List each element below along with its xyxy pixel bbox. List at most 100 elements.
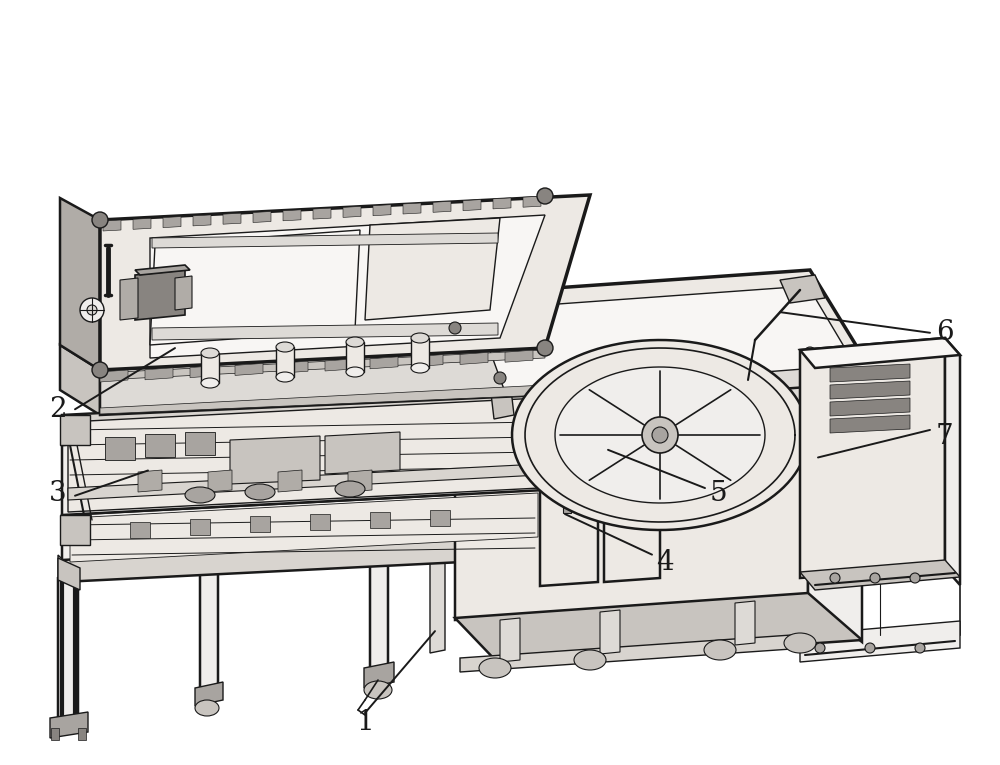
Polygon shape [150, 215, 545, 358]
Polygon shape [62, 390, 545, 445]
Ellipse shape [276, 342, 294, 352]
Ellipse shape [346, 337, 364, 347]
Polygon shape [523, 196, 541, 207]
Polygon shape [800, 560, 960, 590]
Polygon shape [463, 200, 481, 210]
Polygon shape [130, 522, 150, 538]
Polygon shape [365, 218, 500, 320]
Polygon shape [403, 203, 421, 214]
Polygon shape [830, 398, 910, 416]
Polygon shape [313, 208, 331, 219]
Polygon shape [70, 493, 538, 562]
Ellipse shape [411, 333, 429, 343]
Polygon shape [223, 213, 241, 224]
Circle shape [915, 643, 925, 653]
Circle shape [865, 643, 875, 653]
Ellipse shape [411, 363, 429, 373]
Circle shape [811, 386, 821, 396]
Polygon shape [346, 342, 364, 372]
Polygon shape [195, 682, 223, 706]
Polygon shape [600, 610, 620, 654]
Polygon shape [78, 728, 86, 740]
Ellipse shape [574, 650, 606, 670]
Polygon shape [100, 195, 590, 370]
Polygon shape [200, 566, 218, 692]
Polygon shape [490, 381, 514, 419]
Polygon shape [433, 201, 451, 213]
Text: 7: 7 [936, 422, 954, 450]
Circle shape [92, 212, 108, 228]
Polygon shape [62, 490, 543, 565]
Polygon shape [325, 359, 353, 371]
Polygon shape [505, 350, 533, 362]
Polygon shape [145, 368, 173, 379]
Polygon shape [152, 233, 498, 248]
Circle shape [494, 372, 506, 384]
Circle shape [910, 573, 920, 583]
Circle shape [815, 643, 825, 653]
Polygon shape [283, 210, 301, 221]
Polygon shape [830, 381, 910, 399]
Polygon shape [62, 535, 543, 582]
Polygon shape [348, 470, 372, 492]
Ellipse shape [201, 348, 219, 358]
Polygon shape [411, 338, 429, 368]
Polygon shape [62, 420, 545, 515]
Polygon shape [430, 548, 445, 653]
Polygon shape [235, 363, 263, 376]
Polygon shape [498, 536, 514, 619]
Circle shape [830, 573, 840, 583]
Circle shape [804, 347, 816, 359]
Polygon shape [135, 265, 190, 275]
Polygon shape [830, 415, 910, 433]
Polygon shape [455, 593, 862, 665]
Polygon shape [325, 432, 400, 474]
Polygon shape [133, 218, 151, 230]
Polygon shape [415, 355, 443, 366]
Text: 5: 5 [709, 480, 727, 507]
Polygon shape [68, 398, 540, 512]
Polygon shape [370, 356, 398, 369]
Polygon shape [100, 350, 545, 380]
Polygon shape [512, 340, 808, 530]
Polygon shape [945, 338, 960, 585]
Polygon shape [253, 211, 271, 223]
Polygon shape [455, 390, 808, 620]
Polygon shape [163, 216, 181, 228]
Polygon shape [370, 512, 390, 528]
Polygon shape [145, 434, 175, 457]
Polygon shape [100, 348, 545, 415]
Ellipse shape [201, 378, 219, 388]
Polygon shape [276, 347, 294, 377]
Polygon shape [780, 275, 825, 303]
Polygon shape [60, 198, 100, 370]
Polygon shape [50, 712, 88, 738]
Circle shape [809, 368, 819, 378]
Polygon shape [58, 572, 78, 724]
Polygon shape [201, 353, 219, 383]
Circle shape [537, 188, 553, 204]
Circle shape [87, 305, 97, 315]
Polygon shape [60, 345, 100, 415]
Polygon shape [58, 555, 63, 582]
Text: 1: 1 [356, 709, 374, 737]
Text: 4: 4 [656, 549, 674, 576]
Polygon shape [60, 415, 90, 445]
Circle shape [652, 427, 668, 443]
Polygon shape [68, 464, 540, 500]
Polygon shape [135, 270, 185, 320]
Ellipse shape [195, 700, 219, 716]
Polygon shape [60, 515, 90, 545]
Polygon shape [455, 295, 500, 415]
Polygon shape [278, 470, 302, 492]
Polygon shape [138, 470, 162, 492]
Polygon shape [475, 286, 855, 392]
Circle shape [92, 362, 108, 378]
Polygon shape [280, 361, 308, 373]
Polygon shape [193, 215, 211, 226]
Polygon shape [190, 366, 218, 378]
Polygon shape [500, 355, 862, 415]
Polygon shape [563, 497, 571, 513]
Ellipse shape [335, 481, 365, 497]
Circle shape [537, 340, 553, 356]
